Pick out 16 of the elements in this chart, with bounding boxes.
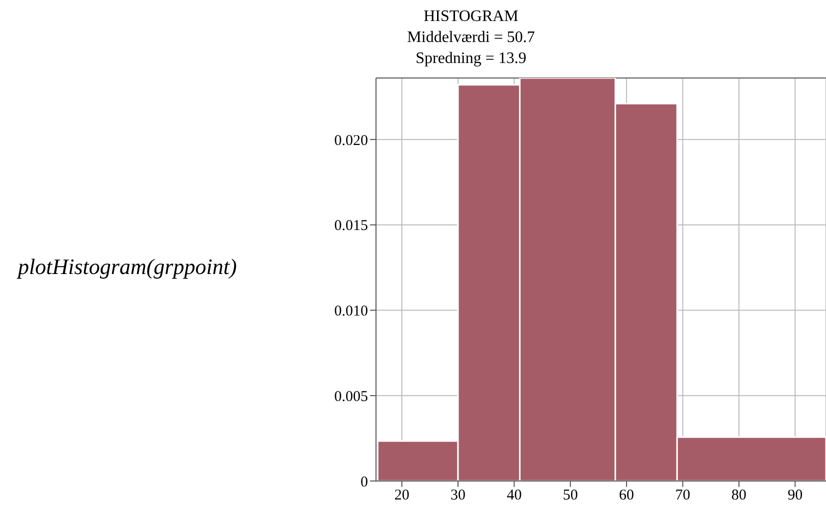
y-tick-label: 0.015 bbox=[334, 218, 368, 234]
x-tick-label: 90 bbox=[788, 488, 803, 504]
x-tick-label: 60 bbox=[619, 488, 634, 504]
chart-subtitle: Middelværdi = 50.7 Spredning = 13.9 bbox=[406, 28, 536, 69]
text: plotHistogram(grppoint) bbox=[18, 254, 237, 280]
chart-title: HISTOGRAM bbox=[422, 7, 520, 27]
y-tick-label: 0.005 bbox=[334, 388, 368, 405]
x-tick-label: 20 bbox=[394, 488, 410, 504]
x-tick-label: 30 bbox=[450, 488, 466, 504]
x-tick-label: 70 bbox=[675, 488, 690, 504]
x-tick-label: 80 bbox=[731, 488, 746, 504]
y-tick-label: 0.010 bbox=[334, 304, 368, 320]
x-tick-label: 40 bbox=[506, 488, 522, 504]
y-tick-label: 0 bbox=[360, 474, 368, 490]
y-tick-label: 0.020 bbox=[334, 132, 368, 149]
x-tick-label: 50 bbox=[562, 488, 578, 504]
